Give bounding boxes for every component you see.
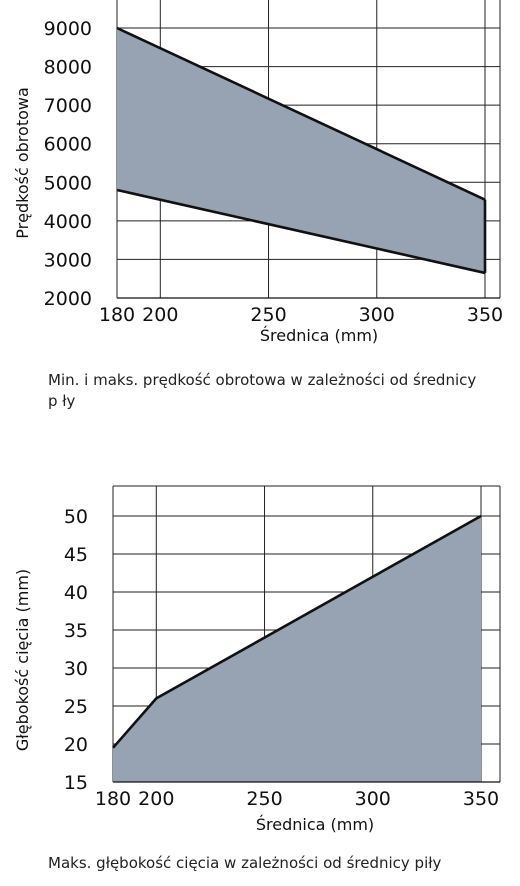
x-tick-label: 350: [467, 304, 503, 326]
series-line-min: [116, 188, 486, 275]
y-axis-label: Głębokość cięcia (mm): [13, 569, 32, 751]
y-tick-label: 35: [64, 620, 88, 642]
x-tick-label: 300: [359, 304, 395, 326]
y-tick-label: 3000: [44, 249, 92, 271]
x-tick-label: 300: [355, 788, 391, 810]
y-tick-label: 45: [64, 544, 88, 566]
y-tick-label: 15: [64, 772, 88, 794]
series-line-max: [116, 26, 486, 201]
y-tick-label: 7000: [44, 95, 92, 117]
y-tick-label: 4000: [44, 211, 92, 233]
x-tick-label: 200: [142, 304, 178, 326]
y-axis-label: Prędkość obrotowa: [13, 87, 32, 239]
chart1-caption: Min. i maks. prędkość obrotowa w zależno…: [48, 371, 477, 410]
y-tick-label: 6000: [44, 134, 92, 156]
x-tick-label: 180: [95, 788, 131, 810]
series-line-max: [112, 514, 482, 749]
y-tick-label: 8000: [44, 57, 92, 79]
x-axis-label: Średnica (mm): [256, 815, 374, 834]
x-tick-label: 350: [463, 788, 499, 810]
y-tick-label: 25: [64, 696, 88, 718]
y-tick-label: 30: [64, 658, 88, 680]
y-tick-label: 9000: [44, 18, 92, 40]
x-tick-label: 180: [99, 304, 135, 326]
x-tick-label: 250: [246, 788, 282, 810]
x-axis-label: Średnica (mm): [260, 326, 378, 345]
y-tick-label: 50: [64, 506, 88, 528]
fill-area: [117, 28, 485, 273]
chart-2: 180 200 250 300 350 15 20 25 30 35 40 45 50 Średnica …: [13, 485, 501, 834]
x-tick-label: 200: [138, 788, 174, 810]
y-tick-label: 40: [64, 582, 88, 604]
y-tick-label: 2000: [44, 288, 92, 310]
fill-area: [113, 516, 481, 782]
x-tick-label: 250: [250, 304, 286, 326]
chart2-caption: Maks. głębokość cięcia w zależności od ś…: [48, 854, 442, 872]
y-tick-label: 20: [64, 734, 88, 756]
chart-1: 180 200 250 300 350 2000 3000 4000 5000 6000 7000 8…: [13, 0, 503, 345]
y-tick-label: 5000: [44, 172, 92, 194]
